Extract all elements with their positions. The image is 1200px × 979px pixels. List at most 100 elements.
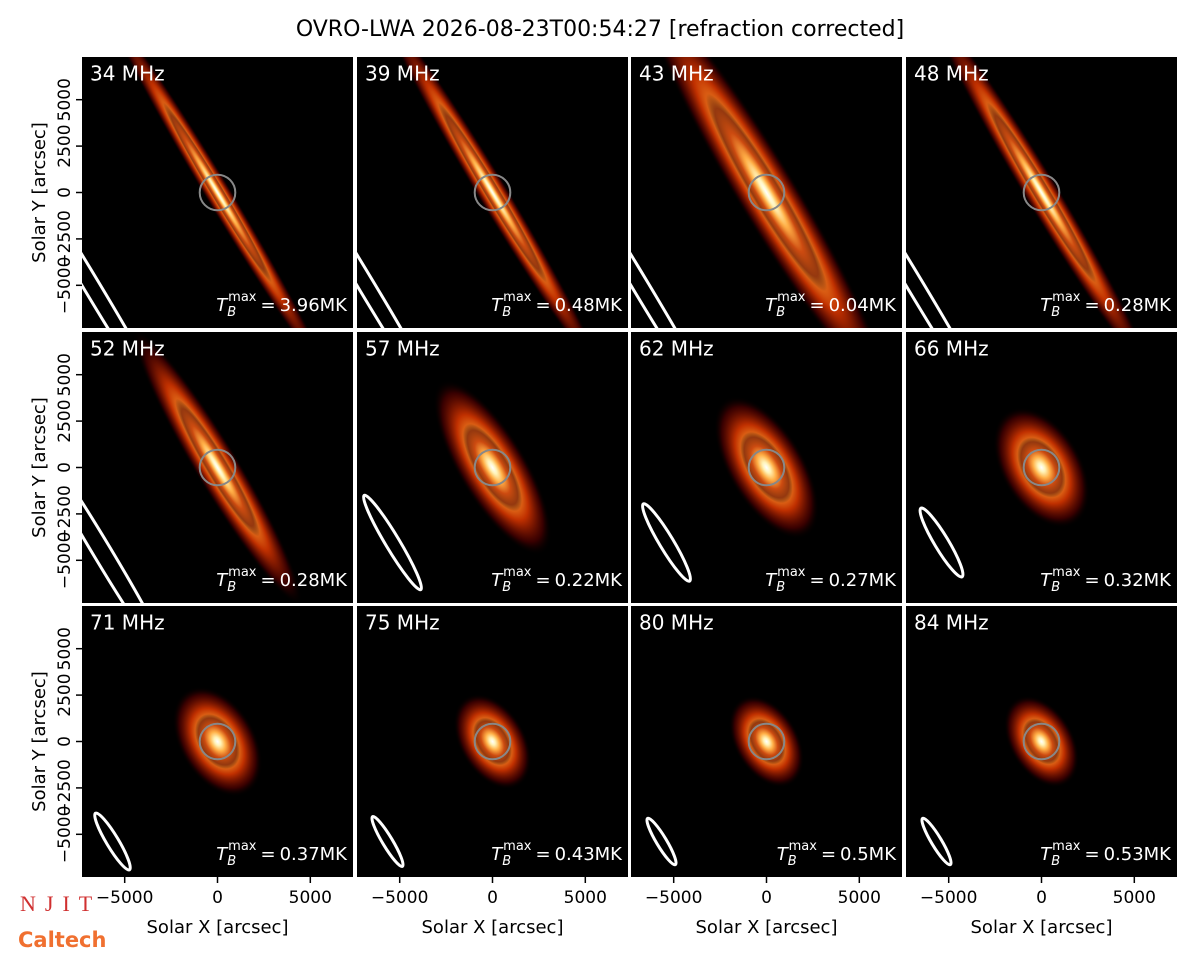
tb-value: 0.5MK [840, 844, 897, 865]
tb-max-label: TBmax = 0.28MK [1040, 290, 1172, 320]
solar-disk [473, 722, 512, 761]
tb-value: 0.53MK [1104, 844, 1173, 865]
beam [920, 816, 953, 867]
y-tick-label: −5000 [55, 806, 75, 864]
solar-disk [198, 722, 237, 761]
tb-sup: max [503, 565, 532, 580]
frequency-label: 71 MHz [90, 611, 165, 635]
tb-sub: B [227, 854, 236, 869]
tb-sup: max [777, 565, 806, 580]
beam [631, 140, 731, 328]
emission-core [705, 93, 828, 292]
beam [362, 493, 423, 592]
emission-core [740, 431, 793, 504]
tb-sup: max [228, 839, 257, 854]
frequency-label: 34 MHz [90, 62, 165, 86]
tb-eq: = [1084, 295, 1099, 316]
y-tick-label: 2500 [55, 673, 75, 716]
solar-disk [747, 173, 786, 212]
frequency-label: 43 MHz [639, 62, 714, 86]
y-tick-label: 0 [55, 462, 75, 473]
y-tick-label: −2500 [55, 210, 75, 268]
panel: 57 MHz TBmax = 0.22MK [357, 332, 628, 603]
tb-eq: = [1084, 570, 1099, 591]
emission-core [462, 423, 523, 512]
y-tick-label: −2500 [55, 485, 75, 543]
y-tick-label: 0 [55, 736, 75, 747]
solar-disk [747, 448, 786, 487]
tb-sub: B [776, 580, 785, 595]
tb-value: 0.28MK [280, 570, 349, 591]
tb-sup: max [789, 839, 818, 854]
solar-disk [473, 173, 512, 212]
emission-core [438, 102, 547, 283]
solar-disk [198, 173, 237, 212]
solar-disk [1022, 173, 1061, 212]
tb-max-label: TBmax = 0.48MK [491, 290, 623, 320]
beam [641, 502, 692, 583]
tb-max-label: TBmax = 0.43MK [491, 839, 623, 869]
frequency-label: 84 MHz [914, 611, 989, 635]
tb-eq: = [535, 844, 550, 865]
emission-core [747, 718, 786, 765]
tb-sup: max [1052, 290, 1081, 305]
tb-eq: = [809, 295, 824, 316]
emission-core [473, 717, 512, 766]
tb-symbol: T [216, 570, 229, 591]
x-axis-label: Solar X [arcsec] [696, 917, 838, 938]
tb-sup: max [503, 290, 532, 305]
solar-disk [473, 448, 512, 487]
beam [82, 140, 182, 328]
frequency-label: 52 MHz [90, 337, 165, 361]
tb-eq: = [260, 295, 275, 316]
x-tick-label: 5000 [564, 888, 607, 908]
beam [82, 430, 177, 603]
tb-sub: B [502, 305, 511, 320]
x-axis-label: Solar X [arcsec] [422, 917, 564, 938]
tb-eq: = [535, 295, 550, 316]
chart-title: OVRO-LWA 2026-08-23T00:54:27 [refraction… [296, 17, 904, 42]
beam [357, 140, 457, 328]
tb-sub: B [1051, 854, 1060, 869]
beam [906, 140, 1006, 328]
tb-max-label: TBmax = 0.5MK [777, 839, 898, 869]
solar-disk [1022, 448, 1061, 487]
tb-value: 3.96MK [280, 295, 349, 316]
y-tick-label: −5000 [55, 257, 75, 315]
y-tick-label: 5000 [55, 353, 75, 396]
panel: 39 MHz TBmax = 0.48MK [357, 57, 628, 328]
frequency-label: 48 MHz [914, 62, 989, 86]
panel: 75 MHz TBmax = 0.43MK [357, 606, 628, 877]
tb-sup: max [777, 290, 806, 305]
emission-core [175, 398, 260, 537]
frequency-label: 66 MHz [914, 337, 989, 361]
tb-value: 0.27MK [829, 570, 898, 591]
emission-core [1022, 718, 1061, 765]
panel: 62 MHz TBmax = 0.27MK [631, 332, 902, 603]
x-tick-label: 5000 [838, 888, 881, 908]
logo-njit: NJIT [20, 891, 101, 916]
tb-value: 0.32MK [1104, 570, 1173, 591]
y-tick-label: 2500 [55, 124, 75, 167]
tb-max-label: TBmax = 3.96MK [216, 290, 348, 320]
tb-symbol: T [777, 844, 790, 865]
y-tick-label: 5000 [55, 627, 75, 670]
x-tick-label: 0 [761, 888, 772, 908]
tb-symbol: T [1040, 570, 1053, 591]
tb-symbol: T [491, 844, 504, 865]
tb-max-label: TBmax = 0.22MK [491, 565, 623, 595]
frequency-label: 75 MHz [365, 611, 440, 635]
y-tick-label: −2500 [55, 759, 75, 817]
frequency-label: 57 MHz [365, 337, 440, 361]
tb-max-label: TBmax = 0.32MK [1040, 565, 1172, 595]
tb-symbol: T [765, 295, 778, 316]
solar-disk [198, 448, 237, 487]
y-tick-label: −5000 [55, 532, 75, 590]
x-tick-label: −5000 [371, 888, 429, 908]
beam [645, 816, 678, 867]
tb-value: 0.22MK [555, 570, 624, 591]
tb-sub: B [1051, 580, 1060, 595]
tb-value: 0.48MK [555, 295, 624, 316]
tb-sub: B [1051, 305, 1060, 320]
